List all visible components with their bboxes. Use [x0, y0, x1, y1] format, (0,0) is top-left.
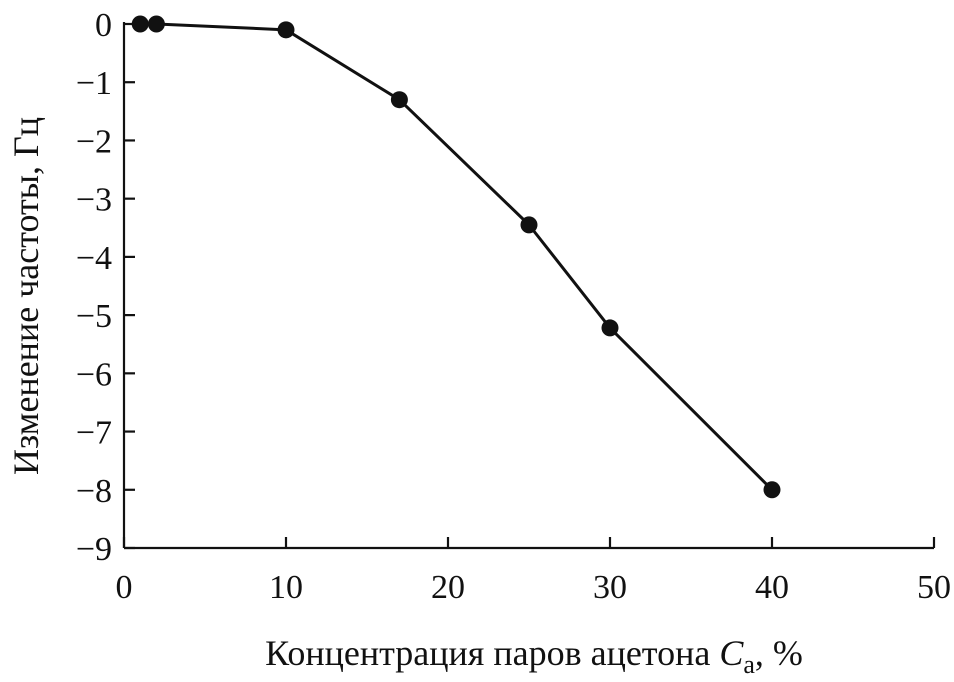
axes	[122, 22, 934, 550]
y-tick-label: 0	[95, 7, 112, 44]
y-tick-label: −9	[76, 531, 112, 568]
series-line	[140, 22, 774, 491]
y-tick-label: −3	[76, 182, 112, 219]
y-tick-label: −7	[76, 415, 112, 452]
x-tick-label: 30	[593, 569, 627, 606]
y-tick-label: −5	[76, 298, 112, 335]
series-group	[131, 15, 781, 499]
x-axis-label-unit: , %	[755, 633, 803, 673]
x-axis-label: Концентрация паров ацетона Cа, %	[265, 633, 803, 679]
y-tick-label: −2	[76, 123, 112, 160]
data-point	[390, 91, 408, 109]
data-point	[131, 15, 149, 33]
data-point	[277, 21, 295, 39]
data-point	[763, 481, 781, 499]
y-ticks: 0 −1 −2 −3 −4 −5 −6 −7 −8 −9	[76, 7, 135, 568]
x-axis-label-subscript: а	[743, 650, 755, 679]
x-ticks: 0 10 20 30 40 50	[116, 537, 951, 606]
x-tick-label: 50	[917, 569, 951, 606]
data-point	[601, 319, 619, 337]
y-tick-label: −8	[76, 473, 112, 510]
x-tick-label: 0	[116, 569, 133, 606]
x-tick-label: 40	[755, 569, 789, 606]
x-tick-label: 20	[431, 569, 465, 606]
x-axis-label-variable: C	[719, 633, 744, 673]
x-tick-label: 10	[269, 569, 303, 606]
data-point	[147, 15, 165, 33]
y-tick-label: −4	[76, 240, 112, 277]
y-axis-label: Изменение частоты, Гц	[6, 117, 46, 475]
y-tick-label: −1	[76, 65, 112, 102]
y-tick-label: −6	[76, 356, 112, 393]
x-axis-label-main: Концентрация паров ацетона	[265, 633, 719, 673]
data-point	[520, 216, 538, 234]
